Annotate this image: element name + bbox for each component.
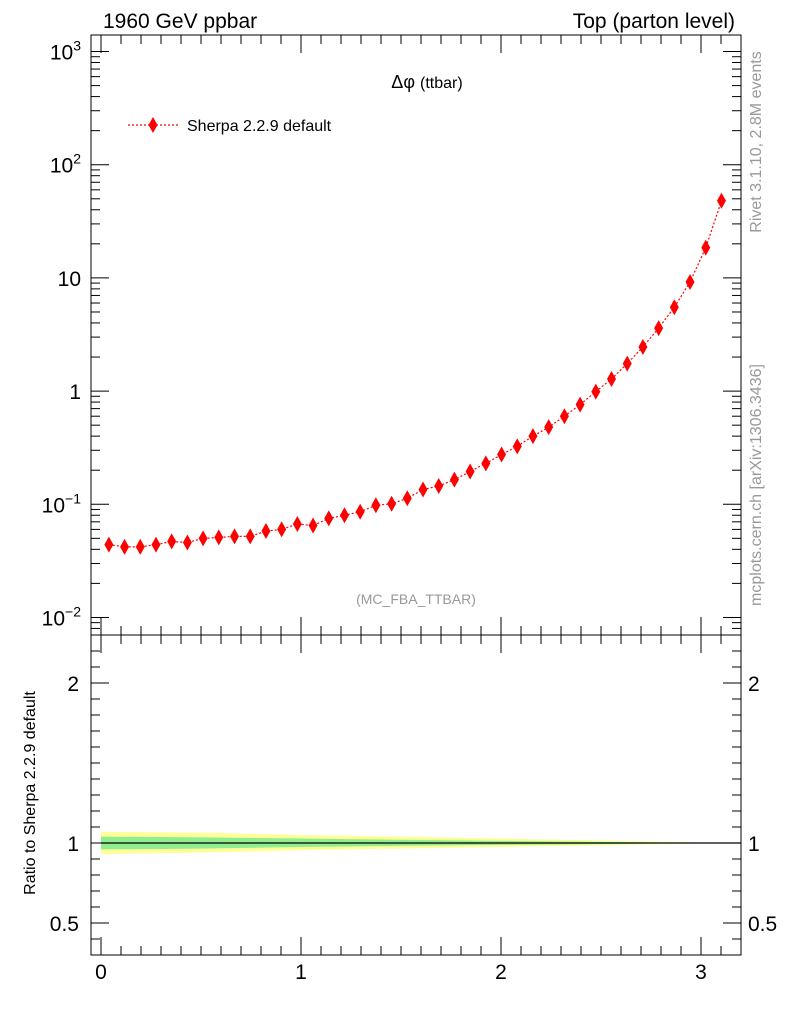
y-tick-label: 10 [58,268,81,291]
data-point [308,517,318,534]
data-point [449,471,459,488]
data-point [214,529,224,546]
data-point [324,510,334,527]
ratio-y-axis: 0.5 0.5 1 1 2 2 [50,634,777,940]
data-point [591,383,601,400]
y-tick-label: 10−1 [42,490,82,517]
analysis-label: (MC_FBA_TTBAR) [356,591,476,607]
data-point [135,538,145,555]
ratio-bands [101,831,741,855]
data-point [355,503,365,520]
data-point [701,239,711,256]
main-series-group [104,192,726,555]
ratio-y-tick-label-right: 1 [748,833,760,856]
y-tick-label: 102 [50,151,81,178]
data-point [182,534,192,551]
x-tick-label: 1 [295,961,307,984]
energy-label: 1960 GeV ppbar [103,10,257,33]
data-point [245,528,255,545]
ratio-y-axis-label: Ratio to Sherpa 2.2.9 default [22,691,39,895]
y-tick-label: 103 [50,38,81,65]
data-point [512,438,522,455]
data-point [418,481,428,498]
observable-label: (ttbar) [420,75,463,92]
data-point [528,428,538,445]
data-point [277,521,287,538]
ratio-y-tick-label: 0.5 [50,913,79,936]
ratio-plot-frame [90,634,742,956]
data-point [167,533,177,550]
data-point [685,274,695,291]
ratio-y-tick-label: 1 [67,833,79,856]
data-point [622,355,632,372]
data-point [261,523,271,540]
data-point [481,455,491,472]
ratio-y-tick-label: 2 [67,673,79,696]
data-point [104,536,114,553]
data-point [230,528,240,545]
main-x-ticks [100,35,742,635]
observable-symbol: Δφ [391,72,415,92]
ratio-x-axis: 0 1 2 3 [95,635,742,984]
data-point [387,495,397,512]
series-line [108,200,723,548]
data-point [559,408,569,425]
ratio-y-tick-label-right: 2 [748,673,760,696]
data-point [120,538,130,555]
mcplots-label: mcplots.cern.ch [arXiv:1306.3436] [748,364,765,606]
legend-marker [148,117,158,133]
legend-series-label: Sherpa 2.2.9 default [187,118,332,135]
data-point [465,463,475,480]
data-point [544,419,554,436]
data-point [497,446,507,463]
data-point [198,530,208,547]
x-tick-label: 0 [95,961,107,984]
y-tick-label: 1 [69,381,81,404]
x-tick-label: 2 [495,961,507,984]
data-point [371,497,381,514]
x-tick-label: 3 [695,961,707,984]
data-point [434,478,444,495]
main-y-axis: 10−2 10−1 1 10 102 103 [42,38,741,636]
data-point [716,192,726,209]
data-point [292,515,302,532]
rivet-version-label: Rivet 3.1.10, 2.8M events [748,51,765,232]
data-point [654,320,664,337]
data-point [669,299,679,316]
data-point [339,507,349,524]
data-point [151,536,161,553]
legend: Sherpa 2.2.9 default [128,117,332,135]
process-label: Top (parton level) [573,10,735,33]
y-tick-label: 10−2 [42,603,82,630]
data-point [575,396,585,413]
data-point [607,370,616,387]
ratio-y-tick-label-right: 0.5 [748,913,777,936]
data-point [638,339,648,356]
data-point [402,490,412,507]
